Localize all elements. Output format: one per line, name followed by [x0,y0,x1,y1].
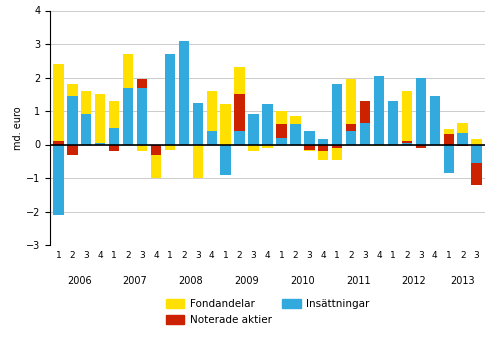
Bar [416,77,426,145]
Bar [458,133,468,145]
Bar [81,118,92,145]
Bar [360,101,370,145]
Bar [360,101,370,145]
Text: 2006: 2006 [67,275,92,286]
Bar [67,145,78,155]
Bar [137,145,147,151]
Bar [402,91,412,145]
Bar [178,41,189,145]
Bar [248,114,259,145]
Bar [234,68,245,145]
Bar [137,79,147,145]
Bar [53,141,64,145]
Bar [206,131,217,145]
Bar [388,114,398,145]
Bar [374,145,384,146]
Bar [304,145,314,149]
Y-axis label: md. euro: md. euro [13,106,23,149]
Bar [304,131,314,145]
Bar [430,133,440,145]
Bar [318,145,328,160]
Bar [137,88,147,145]
Bar [164,145,175,149]
Bar [416,145,426,146]
Bar [444,130,454,145]
Bar [374,76,384,145]
Text: 2012: 2012 [402,275,426,286]
Bar [192,145,203,178]
Bar [472,139,482,145]
Bar [192,103,203,145]
Text: 2009: 2009 [234,275,259,286]
Bar [472,145,482,163]
Bar [262,133,272,145]
Bar [109,101,120,145]
Text: 2013: 2013 [450,275,475,286]
Bar [262,145,272,148]
Bar [290,124,300,145]
Bar [150,145,161,155]
Text: 2007: 2007 [122,275,148,286]
Bar [81,114,92,145]
Bar [458,145,468,146]
Bar [123,88,134,145]
Bar [248,131,259,145]
Bar [150,145,161,178]
Text: 2011: 2011 [346,275,370,286]
Bar [444,134,454,145]
Bar [416,145,426,148]
Bar [276,111,286,145]
Bar [346,79,356,145]
Legend: Fondandelar, Noterade aktier, Insättningar: Fondandelar, Noterade aktier, Insättning… [162,295,374,329]
Bar [332,84,342,145]
Bar [206,131,217,145]
Bar [53,145,64,215]
Bar [95,94,106,145]
Bar [388,124,398,145]
Bar [109,128,120,145]
Bar [95,143,106,145]
Bar [234,131,245,145]
Bar [430,96,440,145]
Bar [164,74,175,145]
Bar [346,124,356,145]
Bar [67,84,78,145]
Bar [234,94,245,145]
Bar [332,145,342,160]
Bar [402,141,412,145]
Bar [164,54,175,145]
Bar [346,131,356,145]
Bar [81,91,92,145]
Bar [318,139,328,145]
Bar [332,145,342,148]
Bar [402,143,412,145]
Bar [304,145,314,151]
Bar [109,145,120,151]
Bar [374,113,384,145]
Bar [444,145,454,173]
Bar [206,91,217,145]
Bar [220,104,231,145]
Bar [220,145,231,175]
Bar [388,101,398,145]
Bar [276,124,286,145]
Bar [123,54,134,145]
Text: 2008: 2008 [178,275,203,286]
Bar [248,145,259,151]
Bar [276,138,286,145]
Bar [192,118,203,145]
Bar [458,123,468,145]
Bar [290,116,300,145]
Bar [318,145,328,151]
Bar [290,124,300,145]
Bar [67,96,78,145]
Bar [360,123,370,145]
Text: 2010: 2010 [290,275,314,286]
Bar [262,104,272,145]
Bar [53,64,64,145]
Bar [472,145,482,185]
